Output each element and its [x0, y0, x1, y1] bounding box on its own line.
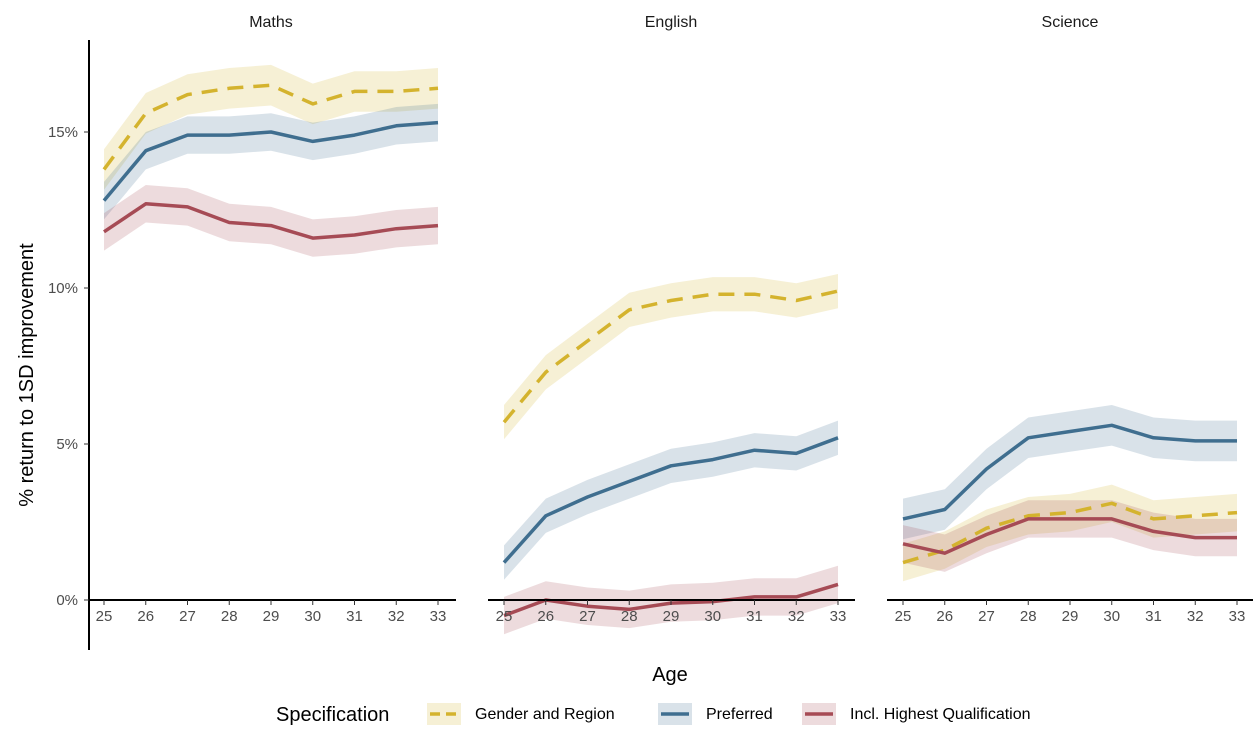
x-tick-label: 28: [621, 608, 638, 625]
x-tick-label: 25: [496, 608, 513, 625]
y-tick-label: 5%: [56, 436, 78, 453]
x-tick-label: 30: [1103, 608, 1120, 625]
panel-title-science: Science: [1042, 14, 1099, 31]
confidence-bands: [104, 64, 1237, 635]
x-tick-label: 30: [304, 608, 321, 625]
series-line-english-gender-and-region: [502, 289, 839, 424]
y-tick-label: 10%: [48, 280, 78, 297]
x-tick-label: 29: [663, 608, 680, 625]
x-tick-label: 33: [430, 608, 447, 625]
ci-band-maths-incl-highest-qualification: [104, 185, 438, 257]
legend: Specification Gender and Region Preferre…: [276, 703, 1031, 726]
x-tick-label: 31: [346, 608, 363, 625]
series-line-science-preferred: [902, 423, 1237, 521]
legend-label-gender-region: Gender and Region: [475, 706, 615, 723]
x-tick-label: 28: [1020, 608, 1037, 625]
axes: 0% 5% 10% 15% Maths 25 26 27 28 29 30 31 32 33 English…: [48, 14, 1253, 650]
legend-key-gender-and-region: [427, 703, 461, 725]
x-tick-label: 30: [704, 608, 721, 625]
x-tick-label: 26: [537, 608, 554, 625]
y-tick-label: 15%: [48, 124, 78, 141]
x-tick-label: 28: [221, 608, 238, 625]
legend-key-incl-highest-qualification: [802, 703, 836, 725]
series-line-maths-preferred: [102, 120, 439, 202]
x-tick-label: 32: [1187, 608, 1204, 625]
x-tick-label: 32: [788, 608, 805, 625]
x-tick-label: 33: [1229, 608, 1246, 625]
legend-label-highest-qualification: Incl. Highest Qualification: [850, 706, 1031, 723]
legend-key-band: [427, 703, 461, 725]
series-line-science-incl-highest-qualification: [902, 517, 1237, 555]
ci-band-english-preferred: [504, 420, 838, 580]
series-line-english-preferred: [502, 436, 839, 564]
x-tick-label: 27: [179, 608, 196, 625]
legend-label-preferred: Preferred: [706, 706, 773, 723]
x-tick-label: 27: [579, 608, 596, 625]
x-tick-label: 33: [830, 608, 847, 625]
x-tick-label: 32: [388, 608, 405, 625]
panel-title-english: English: [645, 14, 697, 31]
panel-title-maths: Maths: [249, 14, 293, 31]
series-line-maths-incl-highest-qualification: [103, 202, 439, 240]
x-tick-label: 26: [137, 608, 154, 625]
x-tick-label: 31: [746, 608, 763, 625]
legend-title: Specification: [276, 704, 389, 726]
ci-band-english-gender-and-region: [504, 274, 838, 440]
x-axis-title: Age: [652, 664, 688, 686]
y-tick-label: 0%: [56, 592, 78, 609]
x-tick-label: 29: [263, 608, 280, 625]
x-tick-label: 25: [96, 608, 113, 625]
legend-key-preferred: [658, 703, 692, 725]
series-line-maths-gender-and-region: [102, 83, 439, 171]
legend-keys: [427, 703, 836, 725]
series-line-science-gender-and-region: [902, 501, 1238, 565]
x-tick-label: 29: [1062, 608, 1079, 625]
y-axis-title: % return to 1SD improvement: [16, 243, 38, 507]
ci-band-science-gender-and-region: [903, 484, 1237, 582]
ci-band-maths-preferred: [104, 103, 438, 220]
x-tick-label: 27: [978, 608, 995, 625]
x-tick-label: 25: [895, 608, 912, 625]
x-tick-label: 26: [936, 608, 953, 625]
x-tick-label: 31: [1145, 608, 1162, 625]
